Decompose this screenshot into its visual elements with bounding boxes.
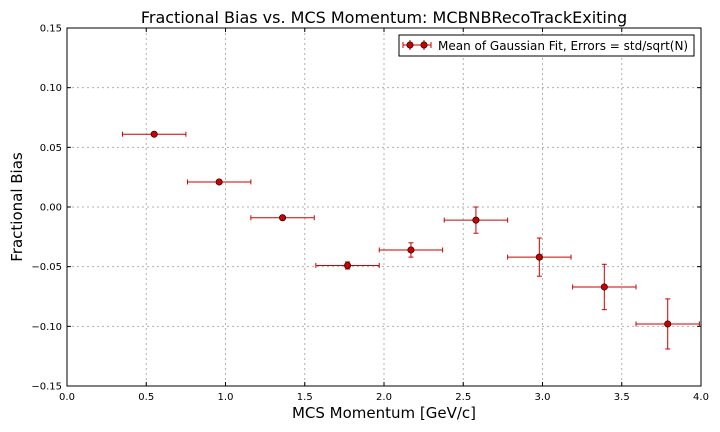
- chart-title: Fractional Bias vs. MCS Momentum: MCBNBR…: [141, 8, 627, 27]
- data-point-group: [635, 298, 700, 350]
- data-point-group: [443, 206, 509, 234]
- x-tick-label: 3.5: [614, 392, 630, 403]
- y-tick-label: 0.00: [40, 203, 62, 214]
- data-point: [344, 261, 352, 269]
- x-tick-label: 2.5: [455, 392, 471, 403]
- data-point-group: [186, 178, 252, 186]
- x-axis-label: MCS Momentum [GeV/c]: [292, 404, 476, 422]
- legend-point: [420, 41, 428, 49]
- data-series: [121, 130, 700, 350]
- grid: [67, 28, 701, 386]
- data-point: [407, 246, 415, 254]
- x-tick-label: 1.0: [218, 392, 234, 403]
- data-point-group: [250, 214, 315, 222]
- data-point: [600, 283, 608, 291]
- legend-label: Mean of Gaussian Fit, Errors = std/sqrt(…: [438, 39, 688, 53]
- y-tick-label: −0.10: [31, 322, 62, 333]
- x-tick-label: 1.5: [297, 392, 313, 403]
- data-point-group: [315, 261, 380, 270]
- y-tick-label: 0.10: [40, 83, 62, 94]
- legend: Mean of Gaussian Fit, Errors = std/sqrt(…: [398, 34, 695, 57]
- y-tick-label: −0.15: [31, 382, 62, 393]
- y-tick-label: 0.05: [40, 143, 62, 154]
- x-tick-label: 4.0: [693, 392, 709, 403]
- data-point-group: [121, 130, 187, 138]
- data-point: [664, 320, 672, 328]
- x-tick-label: 3.0: [535, 392, 551, 403]
- legend-point: [406, 41, 414, 49]
- data-point-group: [507, 237, 572, 277]
- data-point: [215, 178, 223, 186]
- y-tick-label: 0.15: [40, 24, 62, 35]
- data-point: [472, 216, 480, 224]
- axis-ticks: 0.0 0.5 1.0 1.5 2.0 2.5 3.0 3.5 4.0 −0.15 −0.10 −0.…: [31, 24, 709, 404]
- data-point: [279, 214, 287, 222]
- legend-box: [398, 34, 695, 57]
- x-tick-label: 0.0: [59, 392, 75, 403]
- data-point-group: [572, 263, 637, 311]
- data-point: [535, 253, 543, 261]
- data-point: [150, 130, 158, 138]
- data-point-group: [378, 242, 444, 258]
- y-tick-label: −0.05: [31, 262, 62, 273]
- y-axis-label: Fractional Bias: [8, 152, 26, 262]
- x-tick-label: 2.0: [376, 392, 392, 403]
- legend-marker: [402, 40, 432, 50]
- x-tick-label: 0.5: [138, 392, 154, 403]
